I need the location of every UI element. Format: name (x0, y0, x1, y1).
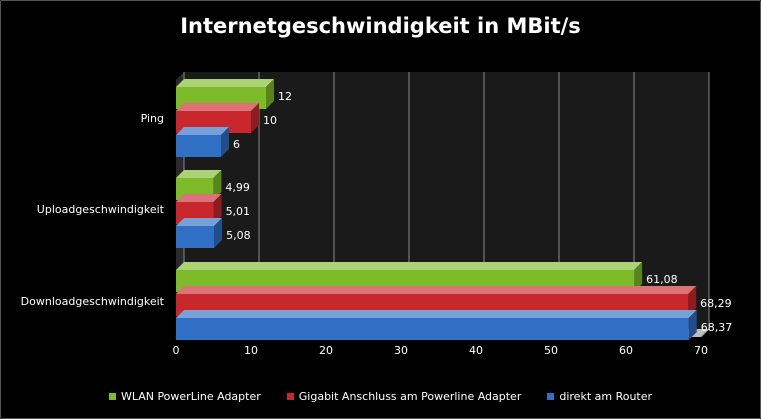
bar-end (213, 170, 222, 200)
legend-item-gigabit: Gigabit Anschluss am Powerline Adapter (286, 390, 522, 403)
chart-title: Internetgeschwindigkeit in MBit/s (180, 14, 581, 38)
bar-end (688, 310, 697, 340)
category-label: Ping (141, 112, 164, 125)
x-tick-label: 70 (694, 344, 708, 357)
bar-top (176, 170, 222, 178)
legend-item-router: direkt am Router (547, 390, 652, 403)
bar-top (176, 103, 259, 111)
data-label: 5,08 (226, 229, 251, 242)
bar-top (176, 127, 229, 135)
bar-top (176, 218, 223, 226)
data-label: 68,37 (701, 321, 733, 334)
legend-label: direkt am Router (559, 390, 653, 403)
bar-end (214, 218, 223, 248)
bar-end (688, 286, 697, 316)
x-tick-label: 60 (619, 344, 633, 357)
legend-label: WLAN PowerLine Adapter (120, 390, 261, 403)
bar-end (634, 262, 643, 292)
x-tick-label: 0 (173, 344, 180, 357)
legend: WLAN PowerLine Adapter Gigabit Anschluss… (0, 390, 761, 403)
legend-swatch (108, 393, 116, 400)
data-label: 12 (278, 90, 292, 103)
bar-end (266, 79, 274, 109)
x-tick-label: 10 (244, 344, 258, 357)
data-label: 4,99 (225, 181, 250, 194)
bar (176, 135, 221, 157)
bar-top (176, 262, 643, 270)
legend-swatch (547, 393, 555, 400)
bar-top (176, 194, 222, 202)
bar-end (213, 194, 222, 224)
bar-top (176, 286, 697, 294)
gridline-floor (700, 328, 710, 338)
x-tick-label: 30 (394, 344, 408, 357)
bar (176, 226, 215, 248)
data-label: 6 (233, 138, 240, 151)
bar-end (221, 127, 229, 157)
bar-end (251, 103, 259, 133)
bar-top (176, 79, 274, 87)
bar (176, 318, 689, 340)
x-tick-label: 40 (469, 344, 483, 357)
data-label: 5,01 (226, 205, 251, 218)
legend-swatch (286, 393, 294, 400)
data-label: 61,08 (646, 273, 678, 286)
bar-top (176, 310, 697, 318)
x-tick-label: 50 (544, 344, 558, 357)
category-label: Downloadgeschwindigkeit (21, 295, 165, 308)
legend-item-wlan: WLAN PowerLine Adapter (108, 390, 261, 403)
data-label: 10 (263, 114, 277, 127)
legend-label: Gigabit Anschluss am Powerline Adapter (298, 390, 522, 403)
category-label: Uploadgeschwindigkeit (37, 203, 165, 216)
data-label: 68,29 (700, 297, 732, 310)
x-tick-label: 20 (319, 344, 333, 357)
